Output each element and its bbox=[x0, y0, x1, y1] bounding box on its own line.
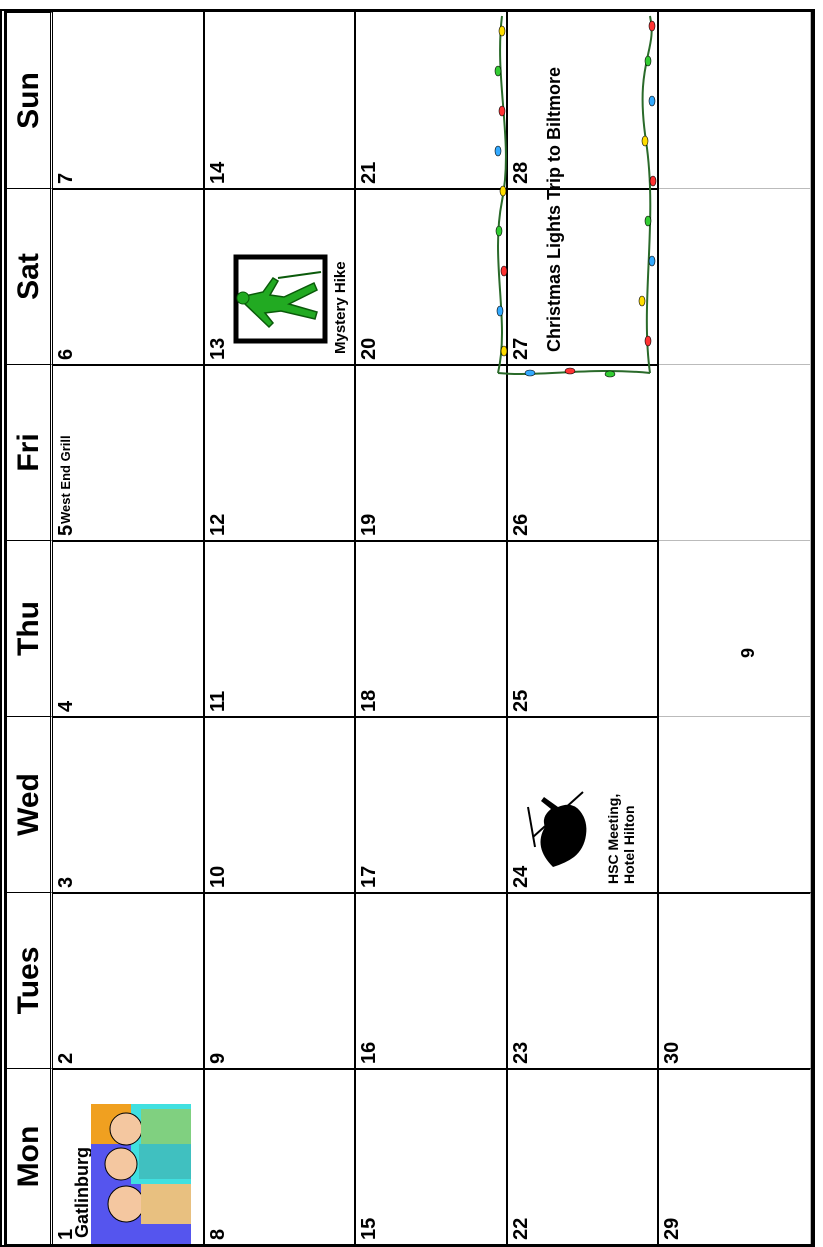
day-cell: 17 bbox=[356, 716, 508, 892]
day-number: 3 bbox=[55, 876, 77, 888]
event-hsc-meeting-line2: Hotel Hilton bbox=[620, 805, 637, 884]
day-number: 4 bbox=[55, 700, 77, 712]
day-number: 16 bbox=[358, 1041, 381, 1064]
day-cell: 13 Mystery Hike bbox=[204, 188, 357, 364]
event-hsc-meeting-line1: HSC Meeting, bbox=[604, 793, 621, 884]
day-number: 17 bbox=[358, 865, 381, 888]
day-cell: 9 bbox=[204, 892, 357, 1068]
day-cell: 7 bbox=[53, 12, 205, 188]
day-cell: 4 bbox=[53, 540, 205, 716]
day-cell: 14 bbox=[204, 12, 357, 188]
day-cell: 11 bbox=[204, 540, 357, 716]
day-cell: 5 West End Grill bbox=[53, 364, 205, 540]
day-cell: 21 bbox=[356, 12, 508, 188]
day-number: 18 bbox=[358, 689, 381, 712]
day-cell bbox=[659, 188, 811, 364]
day-number: 21 bbox=[358, 161, 381, 184]
day-cell: 25 bbox=[507, 540, 660, 716]
day-number: 15 bbox=[358, 1217, 381, 1240]
weekday-header-thu: Thu bbox=[7, 540, 53, 716]
weekday-header-sun: Sun bbox=[7, 12, 53, 188]
event-mystery-hike: Mystery Hike bbox=[331, 261, 349, 354]
day-cell bbox=[659, 364, 811, 540]
day-cell: 24 HSC Meeting, Hotel Hilton bbox=[507, 716, 660, 892]
weekday-header-tues: Tues bbox=[7, 892, 53, 1068]
day-number: 20 bbox=[358, 337, 381, 360]
day-number: 7 bbox=[55, 172, 77, 184]
day-cell: 22 bbox=[507, 1068, 660, 1244]
day-number: 2 bbox=[55, 1052, 77, 1064]
day-number: 23 bbox=[509, 1041, 532, 1064]
event-christmas-lights: Christmas Lights Trip to Biltmore bbox=[544, 66, 564, 352]
day-cell: 20 bbox=[356, 188, 508, 364]
day-cell: 29 bbox=[659, 1068, 811, 1244]
weekday-header-fri: Fri bbox=[7, 364, 53, 540]
day-cell: 9 bbox=[659, 540, 811, 716]
day-number: 19 bbox=[358, 513, 381, 536]
weekday-header-mon: Mon bbox=[7, 1068, 53, 1244]
day-number: 11 bbox=[206, 690, 229, 712]
day-number: 9 bbox=[206, 1052, 229, 1064]
day-cell bbox=[659, 716, 811, 892]
stray-number: 9 bbox=[738, 647, 759, 658]
day-number: 10 bbox=[206, 865, 229, 888]
day-number: 5 bbox=[55, 524, 77, 536]
day-cell: 10 bbox=[204, 716, 357, 892]
christmas-lights-icon bbox=[494, 15, 657, 378]
day-cell: 23 bbox=[507, 892, 660, 1068]
day-number: 14 bbox=[206, 161, 229, 184]
day-cell: 8 bbox=[204, 1068, 357, 1244]
day-cell bbox=[659, 12, 811, 188]
day-cell: 15 bbox=[356, 1068, 508, 1244]
day-cell: 18 bbox=[356, 540, 508, 716]
day-number: 6 bbox=[55, 348, 77, 360]
day-number: 26 bbox=[509, 513, 532, 536]
day-number: 29 bbox=[661, 1217, 684, 1240]
calendar-grid: Mon Tues Wed Thu Fri Sat Sun 1 Gatlinbur… bbox=[4, 9, 814, 1247]
day-number: 30 bbox=[661, 1041, 684, 1064]
family-clipart-icon bbox=[91, 1104, 191, 1244]
event-west-end-grill: West End Grill bbox=[58, 435, 73, 524]
day-cell: 6 bbox=[53, 188, 205, 364]
day-number: 13 bbox=[206, 337, 229, 360]
day-number: 8 bbox=[206, 1228, 229, 1240]
day-cell: 16 bbox=[356, 892, 508, 1068]
day-cell: 2 bbox=[53, 892, 205, 1068]
weekday-header-sat: Sat bbox=[7, 188, 53, 364]
day-cell: 1 Gatlinburg bbox=[53, 1068, 205, 1244]
day-number: 25 bbox=[509, 689, 532, 712]
skier-clipart-icon bbox=[526, 791, 587, 867]
day-cell: 19 bbox=[356, 364, 508, 540]
day-cell: 12 bbox=[204, 364, 357, 540]
day-cell: 30 bbox=[659, 892, 811, 1068]
hiker-clipart-icon bbox=[233, 254, 328, 344]
day-cell: 26 bbox=[507, 364, 660, 540]
weekday-header-wed: Wed bbox=[7, 716, 53, 892]
day-cell: 3 bbox=[53, 716, 205, 892]
day-number: 12 bbox=[206, 513, 229, 536]
day-number: 22 bbox=[509, 1217, 532, 1240]
